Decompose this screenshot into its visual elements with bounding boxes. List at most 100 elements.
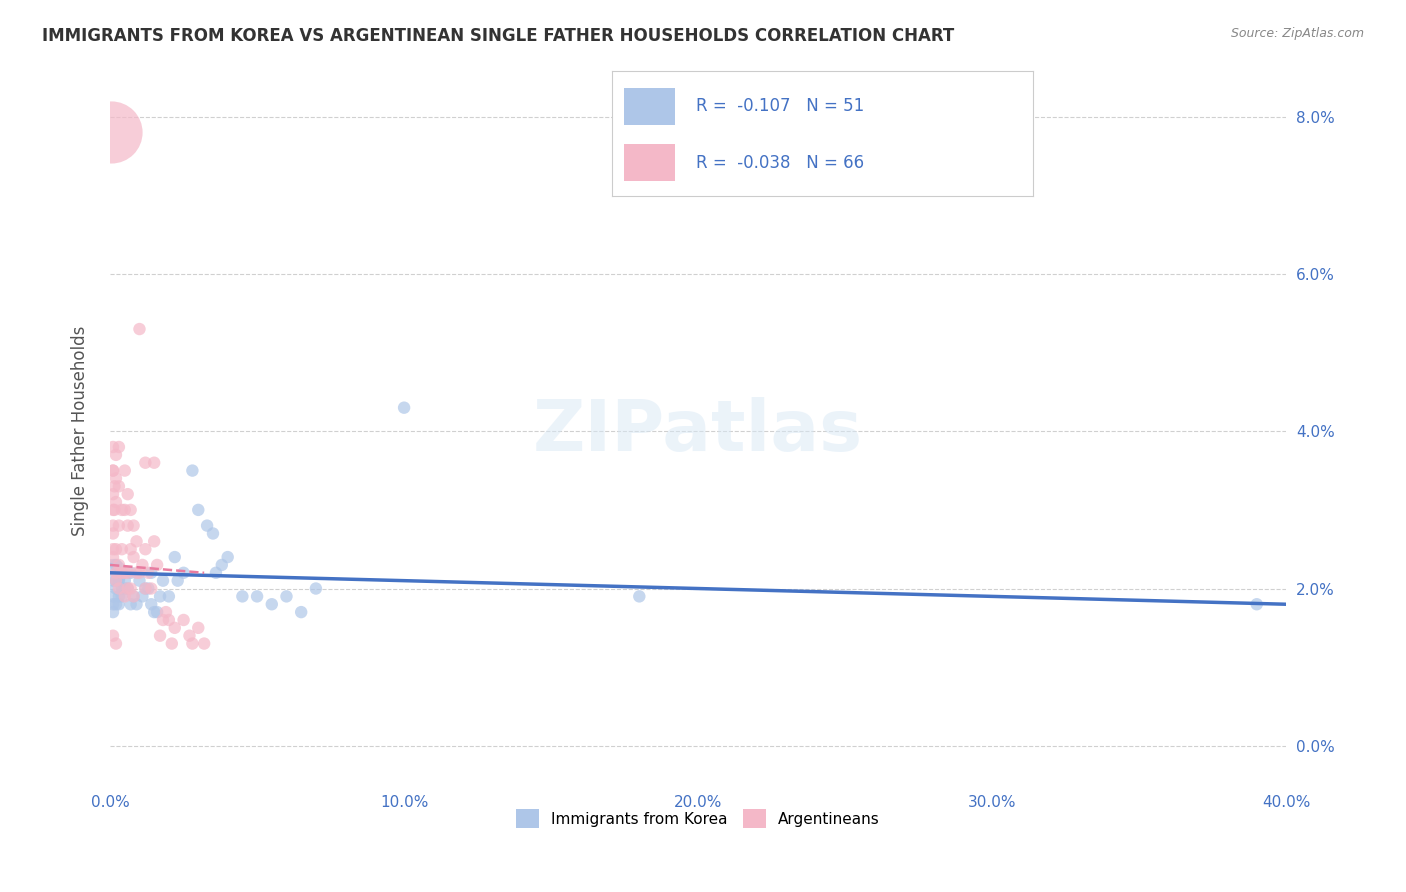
Point: [181, 464, 204, 478]
Point: [146, 558, 169, 572]
Point: [104, 574, 127, 588]
Point: [276, 590, 298, 604]
Point: [157, 613, 180, 627]
Y-axis label: Single Father Households: Single Father Households: [72, 326, 89, 536]
Point: [149, 629, 172, 643]
Point: [128, 574, 150, 588]
Point: [141, 582, 163, 596]
Point: [114, 503, 136, 517]
Text: R =  -0.107   N = 51: R = -0.107 N = 51: [696, 97, 865, 115]
Point: [101, 487, 124, 501]
Point: [120, 542, 142, 557]
Point: [187, 621, 209, 635]
Point: [163, 550, 186, 565]
Point: [146, 605, 169, 619]
Point: [134, 456, 156, 470]
Point: [125, 597, 148, 611]
Point: [108, 574, 131, 588]
Point: [134, 582, 156, 596]
Point: [193, 636, 215, 650]
Point: [628, 590, 651, 604]
Point: [104, 597, 127, 611]
Point: [108, 518, 131, 533]
Point: [152, 613, 174, 627]
Point: [101, 550, 124, 565]
Point: [117, 582, 139, 596]
Point: [136, 566, 159, 580]
Point: [149, 590, 172, 604]
Point: [217, 550, 239, 565]
Point: [120, 597, 142, 611]
Point: [101, 464, 124, 478]
Point: [104, 636, 127, 650]
Point: [122, 550, 145, 565]
Point: [111, 566, 134, 580]
Point: [143, 605, 166, 619]
Point: [111, 590, 134, 604]
Point: [246, 590, 269, 604]
FancyBboxPatch shape: [624, 144, 675, 181]
Point: [101, 597, 124, 611]
Point: [152, 574, 174, 588]
Point: [141, 566, 163, 580]
Point: [290, 605, 312, 619]
Point: [1246, 597, 1268, 611]
Point: [101, 526, 124, 541]
Point: [122, 518, 145, 533]
Point: [104, 471, 127, 485]
Point: [108, 479, 131, 493]
Point: [104, 558, 127, 572]
Point: [104, 582, 127, 596]
Point: [231, 590, 253, 604]
Point: [136, 582, 159, 596]
Point: [163, 621, 186, 635]
Point: [117, 518, 139, 533]
Text: ZIPatlas: ZIPatlas: [533, 397, 863, 466]
Point: [101, 464, 124, 478]
Point: [179, 629, 201, 643]
Point: [103, 503, 125, 517]
Point: [108, 582, 131, 596]
Point: [101, 518, 124, 533]
Point: [195, 518, 218, 533]
Point: [111, 503, 134, 517]
Point: [134, 542, 156, 557]
Point: [131, 590, 153, 604]
Point: [305, 582, 328, 596]
Point: [157, 590, 180, 604]
Point: [111, 566, 134, 580]
Point: [122, 590, 145, 604]
Point: [392, 401, 415, 415]
Point: [128, 322, 150, 336]
Point: [108, 558, 131, 572]
Point: [125, 534, 148, 549]
Point: [111, 582, 134, 596]
Point: [120, 582, 142, 596]
Point: [101, 605, 124, 619]
Point: [260, 597, 283, 611]
Point: [104, 495, 127, 509]
Point: [101, 503, 124, 517]
Point: [160, 636, 183, 650]
Point: [111, 542, 134, 557]
Point: [108, 597, 131, 611]
Point: [101, 440, 124, 454]
Point: [155, 605, 177, 619]
Point: [117, 566, 139, 580]
Point: [131, 558, 153, 572]
Point: [114, 590, 136, 604]
Point: [104, 448, 127, 462]
Point: [187, 503, 209, 517]
Point: [166, 574, 188, 588]
Point: [101, 590, 124, 604]
Point: [103, 479, 125, 493]
Point: [211, 558, 233, 572]
Text: Source: ZipAtlas.com: Source: ZipAtlas.com: [1230, 27, 1364, 40]
Point: [114, 574, 136, 588]
Point: [143, 534, 166, 549]
FancyBboxPatch shape: [624, 87, 675, 125]
Point: [120, 503, 142, 517]
Point: [114, 582, 136, 596]
Point: [104, 566, 127, 580]
Point: [108, 590, 131, 604]
